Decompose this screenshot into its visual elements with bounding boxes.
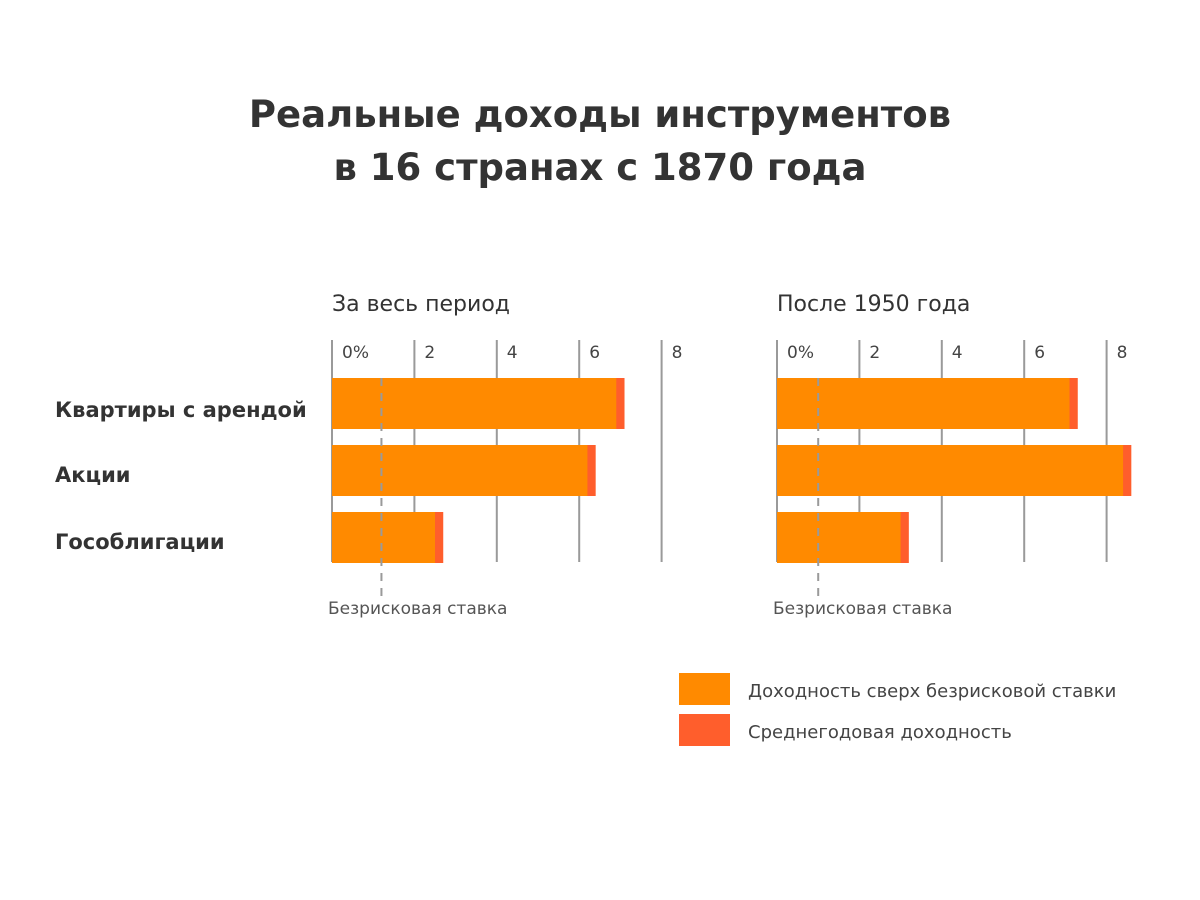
tick-label: 0%	[342, 343, 369, 363]
panel-title: За весь период	[332, 292, 510, 317]
bar-excess-1	[332, 445, 588, 496]
tick-label: 4	[507, 343, 518, 363]
bar-excess-1	[777, 445, 1124, 496]
panel-after-1950: После 1950 года 0% 2 4 6 8 Безрисковая ставка	[773, 292, 1132, 619]
risk-free-label: Безрисковая ставка	[773, 599, 952, 619]
legend-swatch-average	[679, 714, 730, 746]
tick-label: 8	[672, 343, 683, 363]
bar-excess-0	[777, 378, 1070, 429]
panel-title: После 1950 года	[777, 292, 970, 317]
category-label-stocks: Акции	[55, 463, 131, 487]
bar-excess-2	[332, 512, 435, 563]
tick-label: 4	[952, 343, 963, 363]
tick-label: 2	[869, 343, 880, 363]
legend-swatch-excess	[679, 673, 730, 705]
risk-free-label: Безрисковая ставка	[328, 599, 507, 619]
legend-label-average: Среднегодовая доходность	[748, 722, 1012, 743]
legend: Доходность сверх безрисковой ставки Сред…	[679, 673, 1116, 746]
tick-label: 8	[1117, 343, 1128, 363]
tick-label: 0%	[787, 343, 814, 363]
bar-excess-2	[777, 512, 901, 563]
tick-label: 6	[589, 343, 600, 363]
chart-title-line-1: Реальные доходы инструментов	[249, 93, 951, 136]
chart-title-line-2: в 16 странах с 1870 года	[333, 146, 866, 189]
legend-label-excess: Доходность сверх безрисковой ставки	[748, 681, 1116, 702]
category-label-apartments: Квартиры с арендой	[55, 398, 307, 422]
tick-label: 2	[424, 343, 435, 363]
tick-label: 6	[1034, 343, 1045, 363]
bar-excess-0	[332, 378, 617, 429]
panel-full-period: За весь период 0% 2 4 6 8 Безрисковая ставка	[328, 292, 682, 619]
category-label-bonds: Гособлигации	[55, 530, 225, 554]
